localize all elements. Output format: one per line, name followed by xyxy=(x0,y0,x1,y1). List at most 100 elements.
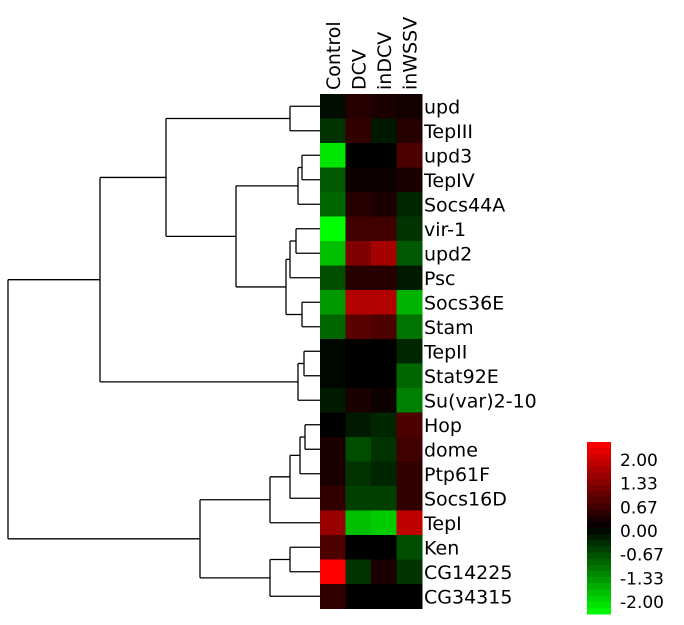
column-label: Control xyxy=(323,21,345,90)
heatmap-cell xyxy=(345,167,372,193)
legend-swatch xyxy=(587,601,611,609)
heatmap-cell xyxy=(345,535,372,560)
heatmap-cell xyxy=(345,143,372,168)
heatmap-cell xyxy=(345,241,372,266)
legend-swatch xyxy=(587,589,611,597)
legend-swatch xyxy=(587,595,611,603)
legend-swatch xyxy=(587,571,611,578)
heatmap-cell xyxy=(345,290,372,315)
heatmap-cell xyxy=(371,216,397,242)
heatmap-cell xyxy=(320,559,346,585)
heatmap-cell xyxy=(345,192,372,217)
row-label: CG34315 xyxy=(424,586,512,608)
legend-swatch xyxy=(587,485,611,492)
heatmap-cell xyxy=(371,192,397,217)
legend-swatch xyxy=(587,491,611,498)
heatmap-cell xyxy=(320,118,346,144)
row-label: Stam xyxy=(424,317,474,339)
heatmap-cell xyxy=(345,412,372,438)
heatmap-cell xyxy=(345,363,372,389)
heatmap-cell xyxy=(396,167,423,193)
heatmap-cell xyxy=(371,290,397,315)
heatmap-cell xyxy=(320,461,346,487)
heatmap-cell xyxy=(396,461,423,487)
heatmap-cell xyxy=(320,192,346,217)
heatmap-cell xyxy=(396,510,423,536)
heatmap-cell xyxy=(371,143,397,168)
heatmap-cell xyxy=(396,388,423,413)
heatmap-cell xyxy=(320,241,346,266)
heatmap-cell xyxy=(396,143,423,168)
heatmap-cell xyxy=(320,216,346,242)
legend-swatch xyxy=(587,442,611,449)
row-label: Ken xyxy=(424,537,459,559)
heatmap-cell xyxy=(320,363,346,389)
heatmap-cell xyxy=(371,339,397,364)
heatmap-cell xyxy=(371,167,397,193)
heatmap-cell xyxy=(371,437,397,462)
heatmap-cell xyxy=(345,94,372,119)
heatmap-cell xyxy=(371,363,397,389)
heatmap-cell xyxy=(320,535,346,560)
heatmap-cell xyxy=(320,412,346,438)
heatmap-cell xyxy=(345,461,372,487)
heatmap-cell xyxy=(345,339,372,364)
row-label: Socs44A xyxy=(424,194,505,216)
heatmap-cell xyxy=(345,388,372,413)
row-label: upd3 xyxy=(424,145,472,167)
heatmap-cell xyxy=(371,265,397,291)
row-label: CG14225 xyxy=(424,562,512,584)
heatmap-cell xyxy=(345,265,372,291)
column-label: DCV xyxy=(348,49,370,90)
legend-swatch xyxy=(587,577,611,584)
row-label: Ptp61F xyxy=(424,464,490,486)
row-label: upd xyxy=(424,96,460,118)
row-label: TepIV xyxy=(423,170,475,192)
heatmap-cells xyxy=(320,94,423,609)
heatmap-cell xyxy=(371,94,397,119)
legend-swatch xyxy=(587,521,611,529)
row-label: TepII xyxy=(423,341,467,363)
heatmap-cell xyxy=(396,412,423,438)
heatmap-cell xyxy=(345,437,372,462)
row-label: Stat92E xyxy=(424,366,499,388)
heatmap-cell xyxy=(371,241,397,266)
color-legend: 2.00 1.33 0.67 0.00 -0.67 -1.33 -2.00 xyxy=(587,442,664,615)
heatmap-cell xyxy=(320,314,346,340)
legend-tick-label: 1.33 xyxy=(620,475,658,495)
legend-swatch xyxy=(587,515,611,523)
column-labels: Control DCV inDCV inWSSV xyxy=(323,17,422,90)
heatmap-cell xyxy=(345,216,372,242)
heatmap-cell xyxy=(396,192,423,217)
legend-swatch xyxy=(587,546,611,554)
legend-tick-label: 0.67 xyxy=(620,498,658,518)
heatmap-cell xyxy=(320,290,346,315)
legend-tick-label: -1.33 xyxy=(620,569,664,589)
row-label: dome xyxy=(424,439,478,461)
legend-swatch xyxy=(587,503,611,511)
heatmap-cell xyxy=(396,363,423,389)
heatmap-cell xyxy=(396,94,423,119)
legend-swatch xyxy=(587,497,611,504)
heatmap-cell xyxy=(371,510,397,536)
heatmap-cell xyxy=(396,339,423,364)
heatmap-cell xyxy=(371,486,397,511)
heatmap-cell xyxy=(345,584,372,609)
heatmap-cell xyxy=(320,265,346,291)
legend-swatch xyxy=(587,466,611,474)
row-label: Psc xyxy=(424,268,455,290)
heatmap-cell xyxy=(396,118,423,144)
heatmap-cell xyxy=(320,584,346,609)
heatmap-cell xyxy=(345,510,372,536)
legend-swatch xyxy=(587,558,611,566)
heatmap-cell xyxy=(371,535,397,560)
legend-swatch xyxy=(587,448,611,455)
legend-swatch xyxy=(587,472,611,480)
row-label: Socs36E xyxy=(424,292,504,314)
heatmap-cell xyxy=(396,314,423,340)
heatmap-cell xyxy=(371,412,397,438)
heatmap-cell xyxy=(320,167,346,193)
heatmap-cell xyxy=(345,486,372,511)
heatmap-cell xyxy=(396,265,423,291)
